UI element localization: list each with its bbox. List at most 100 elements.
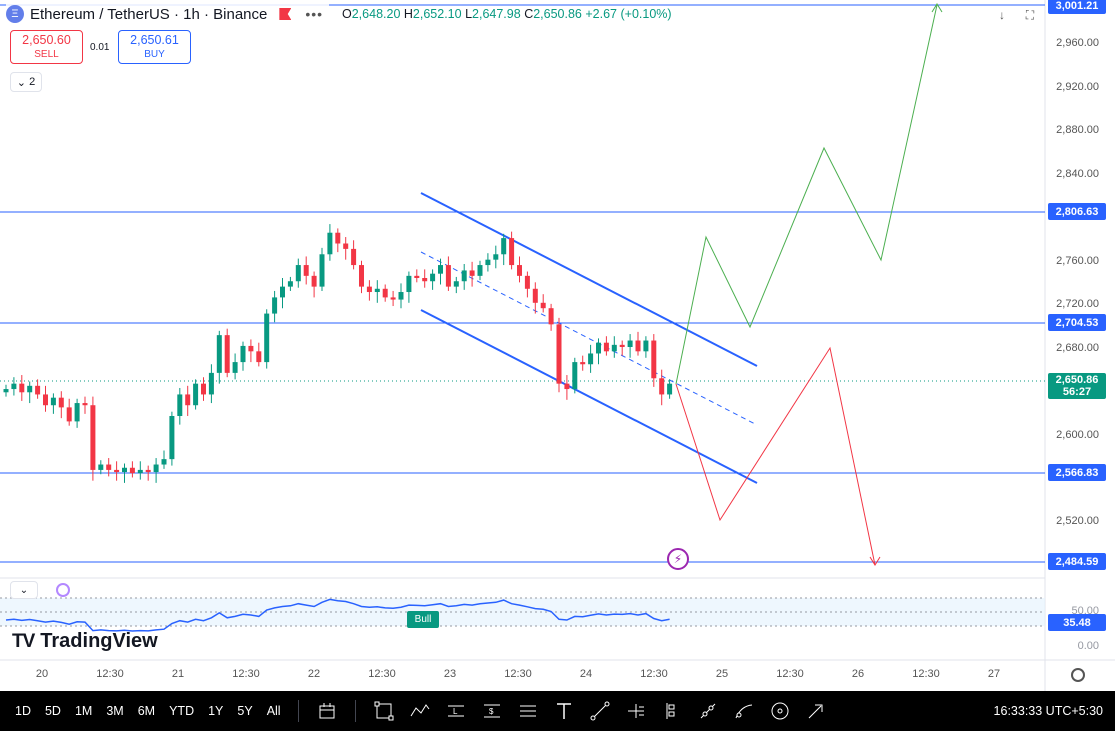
trend-line-icon[interactable] xyxy=(586,697,614,725)
time-axis-label: 12:30 xyxy=(640,668,668,680)
sync-icon[interactable] xyxy=(56,583,70,597)
candle-body xyxy=(580,362,586,365)
candle-body xyxy=(264,313,270,363)
sell-button[interactable]: 2,650.60 SELL xyxy=(10,30,83,64)
candle-body xyxy=(453,281,459,287)
candle-body xyxy=(635,340,641,352)
clock-display[interactable]: 16:33:33 UTC+5:30 xyxy=(993,704,1103,718)
price-axis-label: 2,920.00 xyxy=(1056,81,1099,93)
candle-body xyxy=(19,383,25,393)
path-tool-icon[interactable] xyxy=(694,697,722,725)
candle-body xyxy=(66,407,72,422)
candle-body xyxy=(129,467,135,474)
timeframe-1d[interactable]: 1D xyxy=(15,704,31,718)
candle-body xyxy=(177,394,183,417)
candle-body xyxy=(287,281,293,287)
price-tag-top[interactable]: 3,001.21 xyxy=(1048,0,1106,14)
timeframe-all[interactable]: All xyxy=(266,704,281,718)
candle-body xyxy=(35,385,41,395)
tv-logo-icon: TV xyxy=(12,630,35,652)
flag-icon[interactable] xyxy=(279,8,292,20)
timeframe-ytd[interactable]: YTD xyxy=(169,704,195,718)
tradingview-logo[interactable]: TV TradingView xyxy=(12,630,158,652)
candle-body xyxy=(430,273,436,282)
date-range-icon[interactable] xyxy=(313,697,341,725)
timeframe-6m[interactable]: 6M xyxy=(137,704,156,718)
candle-body xyxy=(659,378,665,395)
candle-body xyxy=(280,286,285,298)
bar-countdown: 56:27 xyxy=(1062,386,1092,398)
symbol-header[interactable]: Ξ Ethereum / TetherUS · 1h · Binance ••• xyxy=(6,3,330,25)
time-axis-label: 12:30 xyxy=(504,668,532,680)
svg-text:L: L xyxy=(453,707,458,716)
candle-body xyxy=(185,394,191,406)
price-tag-r2[interactable]: 2,704.53 xyxy=(1048,314,1106,331)
long-position-icon[interactable]: L xyxy=(442,697,470,725)
candle-body xyxy=(509,238,515,266)
target-tool-icon[interactable] xyxy=(766,697,794,725)
candle-body xyxy=(406,275,412,293)
timeframe-1y[interactable]: 1Y xyxy=(208,704,224,718)
buy-button[interactable]: 2,650.61 BUY xyxy=(118,30,191,64)
arrow-tool-icon[interactable] xyxy=(802,697,830,725)
projection-tool-icon[interactable] xyxy=(658,697,686,725)
candle-body xyxy=(374,288,380,293)
lines-tool-icon[interactable] xyxy=(514,697,542,725)
change-text: +2.67 (+0.10%) xyxy=(585,7,672,21)
candle-body xyxy=(3,389,9,393)
price-chart[interactable] xyxy=(0,0,1115,691)
candle-body xyxy=(137,469,143,474)
candle-body xyxy=(343,243,349,249)
candle-body xyxy=(485,259,491,266)
time-axis-label: 23 xyxy=(443,668,457,680)
channel-lower xyxy=(420,309,758,484)
channel-upper xyxy=(420,192,758,367)
indicators-toggle-button[interactable]: ⌄ 2 xyxy=(10,72,42,92)
arrow-down-icon[interactable]: ↓ xyxy=(999,8,1005,22)
time-axis-label: 12:30 xyxy=(912,668,940,680)
candle-body xyxy=(169,416,175,460)
timeframe-3m[interactable]: 3M xyxy=(106,704,124,718)
candle-body xyxy=(153,464,159,473)
fib-tool-icon[interactable] xyxy=(622,697,650,725)
time-axis-label: 12:30 xyxy=(232,668,260,680)
brush-tool-icon[interactable] xyxy=(730,697,758,725)
candle-body xyxy=(398,292,404,300)
candle-body xyxy=(422,278,428,282)
rsi-axis-0: 0.00 xyxy=(1077,640,1099,652)
candle-body xyxy=(611,344,617,352)
time-axis-label: 12:30 xyxy=(776,668,804,680)
rectangle-tool-icon[interactable] xyxy=(370,697,398,725)
candle-body xyxy=(493,254,499,260)
flash-icon[interactable]: ⚡ xyxy=(667,548,689,570)
candle-body xyxy=(11,383,17,390)
pattern-tool-icon[interactable] xyxy=(406,697,434,725)
price-axis-label: 2,840.00 xyxy=(1056,168,1099,180)
time-axis-label: 12:30 xyxy=(368,668,396,680)
symbol-title[interactable]: Ethereum / TetherUS · 1h · Binance xyxy=(30,5,268,23)
time-axis-label: 25 xyxy=(715,668,729,680)
price-range-icon[interactable]: $ xyxy=(478,697,506,725)
candle-body xyxy=(366,286,372,293)
more-dots-icon[interactable]: ••• xyxy=(305,6,324,22)
timeframe-5d[interactable]: 5D xyxy=(44,704,61,718)
candle-body xyxy=(461,270,467,282)
rsi-collapse-button[interactable]: ⌄ xyxy=(10,581,38,599)
bear-projection xyxy=(675,346,876,566)
candle-body xyxy=(477,265,483,276)
timeframe-1m[interactable]: 1M xyxy=(74,704,93,718)
fullscreen-icon[interactable]: ⛶ xyxy=(1025,7,1035,22)
spread-value: 0.01 xyxy=(90,42,110,53)
candle-body xyxy=(438,265,443,274)
candle-body xyxy=(122,467,127,473)
text-tool-icon[interactable] xyxy=(550,697,578,725)
gear-icon[interactable] xyxy=(1071,668,1085,682)
candle-body xyxy=(272,297,278,314)
timeframe-5y[interactable]: 5Y xyxy=(237,704,253,718)
price-tag-s1[interactable]: 2,566.83 xyxy=(1048,464,1106,481)
price-tag-r1[interactable]: 2,806.63 xyxy=(1048,203,1106,220)
time-axis-label: 20 xyxy=(35,668,49,680)
price-tag-s2[interactable]: 2,484.59 xyxy=(1048,553,1106,570)
bottom-toolbar: 1D 5D 1M 3M 6M YTD 1Y 5Y All L $ 16:33:3… xyxy=(0,691,1115,731)
candle-body xyxy=(469,270,475,276)
